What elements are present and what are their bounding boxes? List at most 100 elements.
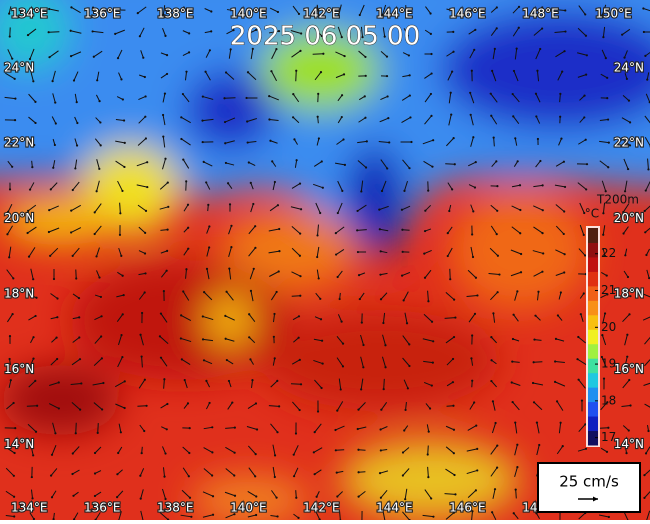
- vector-head: [471, 380, 473, 382]
- vector-head: [476, 294, 478, 296]
- vector-head: [293, 138, 295, 140]
- vector-head: [336, 495, 338, 497]
- vector-head: [144, 252, 146, 254]
- vector-head: [402, 451, 404, 453]
- vector-head: [538, 444, 540, 446]
- vector-head: [490, 359, 492, 361]
- vector-head: [496, 185, 498, 187]
- lon-label-bottom: 142°E: [303, 501, 340, 515]
- vector-head: [382, 322, 384, 324]
- vector-head: [164, 158, 166, 160]
- vector-head: [14, 119, 16, 121]
- vector-head: [314, 431, 316, 433]
- vector-head: [32, 278, 34, 280]
- vector-head: [228, 267, 230, 269]
- colorbar-band: [588, 271, 598, 286]
- vector-head: [606, 451, 608, 453]
- vector-head: [607, 118, 609, 120]
- vector-head: [497, 291, 499, 293]
- vector-head: [225, 291, 227, 293]
- vector-head: [116, 496, 118, 498]
- vector-head: [117, 57, 119, 59]
- vector-head: [408, 167, 410, 169]
- vector-head: [314, 473, 316, 475]
- vector-head: [627, 276, 629, 278]
- vector-head: [321, 340, 323, 342]
- vector-head: [27, 34, 29, 36]
- vector-head: [72, 495, 74, 497]
- vector-head: [387, 117, 389, 119]
- lat-label-right: 22°N: [614, 136, 644, 150]
- vector-head: [335, 232, 337, 234]
- lon-label-top: 138°E: [157, 7, 194, 21]
- vector-head: [185, 268, 187, 270]
- vector-head: [606, 274, 608, 276]
- vector-head: [539, 160, 541, 162]
- vector-head: [361, 321, 363, 323]
- vector-head: [224, 142, 226, 144]
- vector-head: [98, 276, 100, 278]
- vector-head: [606, 97, 608, 99]
- vector-head: [34, 315, 36, 317]
- vector-head: [356, 229, 358, 231]
- vector-head: [362, 344, 364, 346]
- vector-head: [278, 250, 280, 252]
- vector-head: [32, 80, 34, 82]
- vector-head: [120, 78, 122, 80]
- vector-head: [497, 255, 499, 257]
- vector-head: [494, 48, 496, 50]
- vector-head: [384, 366, 386, 368]
- vector-head: [430, 93, 432, 95]
- vector-head: [101, 408, 103, 410]
- vector-head: [124, 407, 126, 409]
- vector-head: [208, 246, 210, 248]
- vector-head: [430, 53, 432, 55]
- vector-head: [94, 495, 96, 497]
- lat-label-right: 24°N: [614, 60, 644, 74]
- vector-head: [274, 181, 276, 183]
- vector-head: [94, 211, 96, 213]
- vector-head: [496, 444, 498, 446]
- vector-head: [254, 225, 256, 227]
- lon-label-bottom: 138°E: [157, 501, 194, 515]
- vector-head: [343, 55, 345, 57]
- vector-head: [518, 27, 520, 29]
- colorbar-tick-label: 17: [601, 430, 616, 444]
- vector-head: [122, 98, 124, 100]
- vector-head: [474, 313, 476, 315]
- vector-head: [516, 290, 518, 292]
- vector-head: [247, 71, 249, 73]
- vector-head: [162, 135, 164, 137]
- vector-head: [116, 473, 118, 475]
- vector-head: [360, 190, 362, 192]
- vector-head: [94, 472, 96, 474]
- vector-head: [52, 167, 54, 169]
- vector-head: [10, 379, 12, 381]
- vector-head: [187, 227, 189, 229]
- vector-head: [583, 95, 585, 97]
- vector-head: [403, 299, 405, 301]
- vector-head: [185, 180, 187, 182]
- vector-head: [493, 137, 495, 139]
- vector-head: [56, 316, 58, 318]
- vector-head: [585, 448, 587, 450]
- vector-head: [380, 449, 382, 451]
- vector-head: [643, 497, 645, 499]
- vector-head: [448, 210, 450, 212]
- vector-head: [293, 454, 295, 456]
- vector-head: [180, 314, 182, 316]
- vector-head: [55, 337, 57, 339]
- vector-head: [378, 208, 380, 210]
- vector-head: [36, 405, 38, 407]
- vector-head: [402, 474, 404, 476]
- vector-head: [584, 254, 586, 256]
- vector-head: [475, 489, 477, 491]
- vector-head: [339, 298, 341, 300]
- vector-head: [513, 70, 515, 72]
- vector-head: [6, 233, 8, 235]
- vector-head: [357, 471, 359, 473]
- vector-head: [190, 516, 192, 518]
- vector-head: [225, 338, 227, 340]
- vector-head: [337, 276, 339, 278]
